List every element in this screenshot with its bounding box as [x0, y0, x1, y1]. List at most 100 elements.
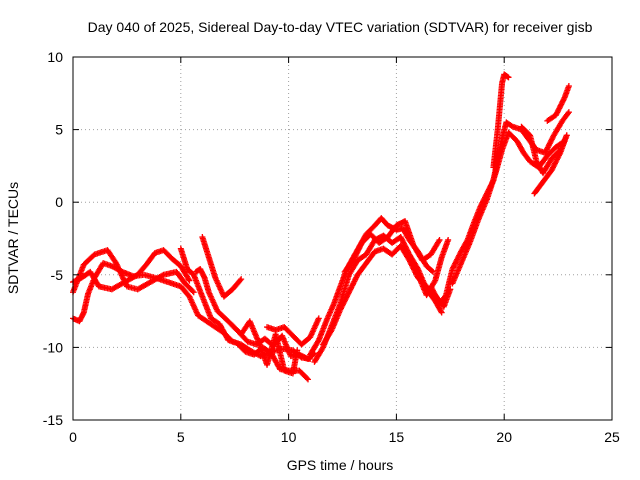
data-point — [237, 277, 244, 284]
data-point — [350, 255, 357, 262]
axis-ticks: 0 5 10 15 20 25 -15 -10 -5 0 5 10 — [43, 49, 620, 445]
plot-frame — [72, 56, 613, 421]
data-point — [305, 376, 312, 383]
y-tick-label: 5 — [55, 122, 63, 138]
series-track-18 — [531, 132, 570, 197]
data-point — [337, 306, 344, 313]
data-point — [431, 291, 438, 298]
data-point — [408, 262, 415, 269]
data-point — [427, 283, 434, 290]
data-point — [410, 265, 417, 272]
data-point — [432, 292, 439, 299]
x-tick-label: 20 — [496, 429, 512, 445]
data-point — [352, 275, 359, 282]
data-point — [552, 112, 559, 119]
data-point — [428, 284, 435, 291]
data-point — [303, 375, 310, 382]
series-track-16 — [490, 71, 512, 171]
data-point — [186, 277, 193, 284]
data-point — [442, 293, 449, 300]
data-point — [349, 282, 356, 289]
x-tick-label: 5 — [177, 429, 185, 445]
data-point — [552, 159, 559, 166]
data-point — [428, 267, 435, 274]
data-point — [350, 279, 357, 286]
data-point — [346, 287, 353, 294]
y-axis-title: SDTVAR / TECUs — [5, 182, 21, 294]
data-point — [544, 145, 551, 152]
data-point — [340, 299, 347, 306]
data-point — [294, 347, 301, 354]
data-point — [452, 260, 459, 267]
data-point — [548, 167, 555, 174]
series-track-12 — [341, 218, 443, 275]
series-track-19 — [544, 83, 572, 124]
data-point — [558, 100, 565, 107]
data-point — [349, 281, 356, 288]
data-point — [542, 148, 549, 155]
data-point — [354, 247, 361, 254]
data-point — [431, 290, 438, 297]
data-point — [549, 135, 556, 142]
data-point — [560, 95, 567, 102]
data-point — [554, 155, 561, 162]
data-point — [353, 250, 360, 257]
series-track-6 — [199, 234, 245, 300]
series-track-8 — [264, 315, 322, 348]
data-point — [556, 151, 563, 158]
data-point — [545, 143, 552, 150]
data-point — [350, 257, 357, 264]
series-track-15 — [449, 129, 568, 287]
data-point — [399, 236, 406, 243]
data-point — [557, 102, 564, 109]
data-point — [351, 277, 358, 284]
data-point — [558, 101, 565, 108]
data-point — [397, 234, 404, 241]
data-point — [436, 236, 443, 243]
data-point — [565, 83, 572, 90]
data-point — [553, 157, 560, 164]
data-point — [554, 108, 561, 115]
data-point — [315, 315, 322, 322]
data-point — [438, 309, 445, 316]
data-point — [548, 136, 555, 143]
data-point — [551, 161, 558, 168]
y-tick-label: 10 — [47, 49, 63, 65]
y-tick-label: -10 — [43, 339, 63, 355]
data-point — [338, 303, 345, 310]
data-point — [408, 261, 415, 268]
series-track-7 — [229, 318, 301, 377]
data-point — [339, 301, 346, 308]
data-point — [347, 286, 354, 293]
data-point — [433, 294, 440, 301]
grid — [73, 57, 612, 420]
data-point — [357, 242, 364, 249]
data-point — [452, 259, 459, 266]
data-point — [550, 163, 557, 170]
data-point — [554, 109, 561, 116]
x-tick-label: 25 — [604, 429, 620, 445]
data-point — [355, 246, 362, 253]
x-tick-label: 10 — [281, 429, 297, 445]
data-point — [505, 74, 512, 81]
data-point — [410, 266, 417, 273]
data-point — [450, 264, 457, 271]
data-point — [549, 165, 556, 172]
data-point — [351, 254, 358, 261]
data-point — [559, 98, 566, 105]
data-point — [339, 302, 346, 309]
data-point — [454, 256, 461, 263]
data-point — [437, 308, 444, 315]
data-point — [356, 243, 363, 250]
y-tick-label: -5 — [51, 267, 64, 283]
data-point — [354, 249, 361, 256]
data-point — [445, 236, 452, 243]
data-point — [338, 305, 345, 312]
data-point — [345, 289, 352, 296]
data-point — [564, 110, 571, 117]
data-point — [402, 243, 409, 250]
data-point — [549, 164, 556, 171]
data-point — [454, 255, 461, 262]
data-point — [409, 263, 416, 270]
